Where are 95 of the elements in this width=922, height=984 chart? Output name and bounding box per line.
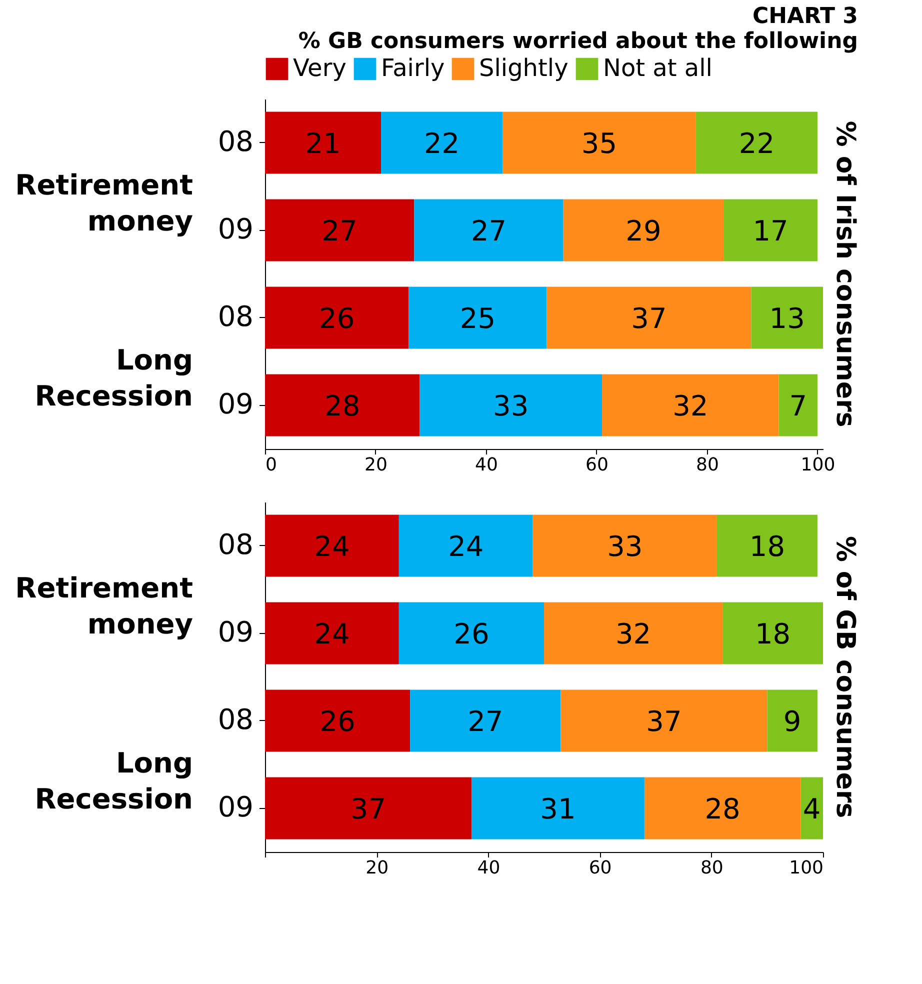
y-tick-label: 08 [218, 124, 254, 158]
y-tick-label: 08 [218, 300, 254, 333]
data-label: 24 [314, 530, 350, 563]
x-tick-label: 20 [364, 454, 388, 476]
x-tick-label: 60 [586, 454, 608, 476]
bar [502, 112, 696, 174]
chart-title: CHART 3 [752, 4, 858, 29]
data-label: 26 [320, 704, 356, 738]
legend-label: Slightly [479, 54, 568, 82]
y-tick-label: 09 [218, 212, 254, 246]
data-label: 18 [749, 530, 786, 563]
x-tick-label: 40 [477, 858, 500, 878]
data-label: 37 [646, 704, 682, 738]
legend-label: Not at all [603, 54, 712, 82]
text: Retirement money [15, 572, 193, 640]
legend-label: Fairly [381, 54, 445, 82]
bar [408, 286, 547, 349]
bar [381, 112, 503, 174]
bar [471, 777, 644, 840]
bar [751, 286, 823, 349]
data-label: 22 [424, 126, 460, 160]
data-label: 9 [783, 704, 802, 738]
y-tick-label: 09 [218, 387, 254, 420]
bar [696, 112, 818, 174]
bar [560, 690, 768, 752]
bar [265, 602, 399, 664]
bar [265, 112, 382, 174]
bar [724, 199, 818, 262]
data-label: 7 [789, 389, 808, 422]
data-label: 37 [350, 792, 386, 826]
data-label: 13 [769, 302, 805, 335]
x-tick-label: 100 [800, 454, 836, 476]
bar [767, 690, 818, 752]
y-axis-title: % of GB consumers [830, 536, 860, 818]
bar [800, 777, 823, 840]
bar [778, 374, 818, 436]
data-label: 25 [460, 302, 496, 335]
bar [644, 777, 801, 840]
bar [414, 199, 564, 262]
data-label: 31 [540, 792, 576, 826]
y-tick-label: 09 [218, 790, 254, 824]
y-axis-title: % of Irish consumers [830, 120, 860, 428]
data-label: 26 [319, 302, 355, 335]
x-tick-label: 60 [588, 858, 612, 878]
x-tick-label: 80 [696, 454, 719, 476]
x-tick-label: 80 [700, 858, 724, 878]
data-label: 27 [322, 214, 358, 248]
data-label: 32 [672, 389, 708, 422]
data-label: 24 [314, 617, 350, 650]
bar [265, 374, 420, 436]
bar [410, 690, 561, 752]
legend-label: Very [293, 54, 346, 82]
data-label: 29 [626, 214, 662, 248]
bar [265, 286, 409, 349]
data-label: 33 [493, 389, 529, 422]
x-tick-label: 40 [475, 454, 498, 476]
text: Long Recession [34, 344, 193, 412]
bar [265, 199, 414, 262]
bar [532, 514, 717, 577]
bar [265, 514, 399, 577]
x-tick-label: 20 [366, 858, 389, 878]
y-tick-label: 08 [218, 528, 254, 561]
data-label: 21 [305, 126, 341, 160]
data-label: 37 [631, 302, 667, 335]
data-label: 22 [738, 126, 775, 160]
bar [265, 777, 472, 840]
bar [716, 514, 818, 577]
y-tick-label: 08 [218, 702, 254, 736]
bar [544, 602, 723, 664]
data-label: 28 [324, 389, 360, 422]
bar [398, 602, 544, 664]
chart-subtitle: % GB consumers worried about the following [298, 29, 858, 54]
bar [398, 514, 533, 577]
data-label: 18 [754, 617, 791, 650]
bar [420, 374, 602, 436]
data-label: 24 [448, 530, 484, 563]
data-label: 35 [581, 126, 618, 160]
bar [546, 286, 752, 349]
data-label: 33 [607, 530, 643, 563]
data-label: 27 [468, 704, 504, 738]
data-label: 28 [704, 792, 740, 826]
text: Long Recession [34, 746, 193, 816]
y-tick-label: 09 [218, 615, 254, 648]
data-label: 17 [752, 214, 788, 248]
data-label: 27 [470, 214, 507, 248]
x-tick-label: 100 [789, 858, 824, 878]
bar [602, 374, 779, 436]
bar [563, 199, 724, 262]
bar [265, 690, 410, 752]
data-label: 4 [802, 792, 821, 826]
text: Retirement money [15, 168, 193, 238]
bar [722, 602, 823, 664]
x-tick-label: 0 [266, 454, 277, 476]
data-label: 32 [615, 617, 652, 650]
data-label: 26 [454, 617, 490, 650]
